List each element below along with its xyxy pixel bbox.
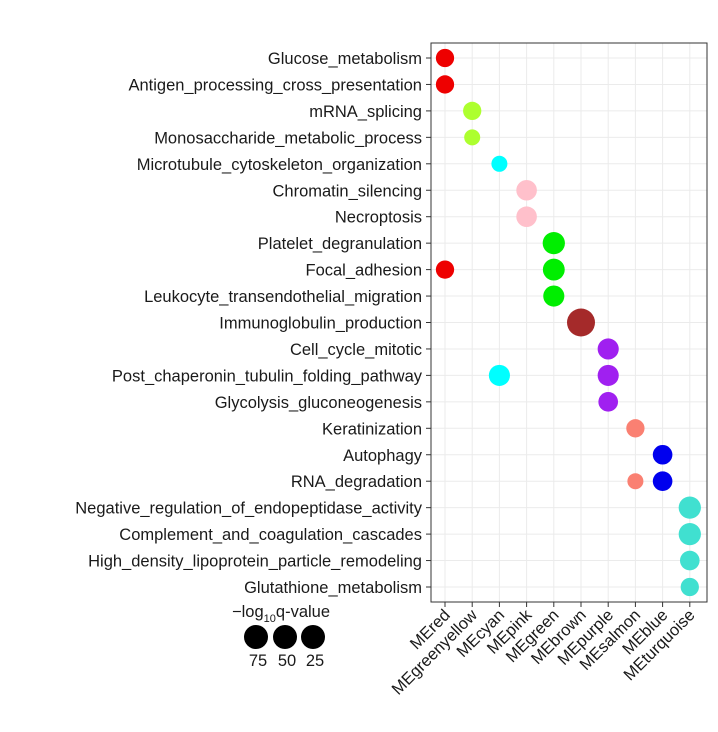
y-tick-label: Leukocyte_transendothelial_migration [144,288,422,306]
data-point [678,496,701,519]
y-tick-label: Glutathione_metabolism [244,579,422,597]
data-point [680,577,699,597]
legend-title: −log10q-value [232,603,330,625]
legend-key [273,625,297,649]
data-point [598,392,619,412]
x-axis: MEredMEgreenyellowMEcyanMEpinkMEgreenMEb… [389,602,699,699]
data-point [679,550,700,571]
data-point [542,232,565,255]
data-point [597,338,619,360]
grid-lines [431,43,707,602]
legend-title-subscript: 10 [264,613,276,625]
data-point [491,155,508,172]
data-point [516,206,537,227]
y-tick-label: Glycolysis_gluconeogenesis [215,394,422,412]
y-tick-label: Autophagy [343,447,423,465]
data-point [516,179,537,201]
y-tick-label: Antigen_processing_cross_presentation [128,76,422,94]
legend-key [244,625,268,649]
data-point [435,75,455,94]
legend-label: 25 [306,652,324,670]
y-axis: Glucose_metabolism Antigen_processing_cro… [75,50,431,597]
data-point [652,471,673,492]
y-tick-label: Cell_cycle_mitotic [290,341,422,359]
y-tick-label: Post_chaperonin_tubulin_folding_pathway [112,367,423,385]
legend-title-prefix: −log [232,603,264,621]
data-point [627,473,644,490]
y-tick-label: Keratinization [322,420,422,438]
data-point [488,364,510,386]
y-tick-label: Negative_regulation_of_endopeptidase_act… [75,500,422,518]
y-tick-label: High_density_lipoprotein_particle_remode… [88,553,422,571]
legend-key [301,625,325,649]
size-legend: −log10q-value 75 50 25 [232,603,330,670]
data-point [597,364,619,386]
legend-label: 50 [278,652,296,670]
legend-title-suffix: q-value [276,603,330,621]
y-tick-label: mRNA_splicing [309,103,422,121]
y-tick-label: Complement_and_coagulation_cascades [119,526,422,544]
data-point [542,258,565,281]
y-tick-label: Necroptosis [335,209,422,227]
y-tick-label: Microtubule_cytoskeleton_organization [137,156,422,174]
data-point [626,419,645,438]
data-point [464,129,481,146]
y-tick-label: Chromatin_silencing [273,182,423,200]
data-point [463,101,482,121]
data-point [652,444,673,465]
data-point [435,48,455,68]
data-point [567,308,595,337]
y-tick-label: Focal_adhesion [306,262,423,280]
y-tick-label: RNA_degradation [291,473,422,491]
y-tick-label: Glucose_metabolism [268,50,422,68]
data-point [435,260,455,279]
legend-label: 75 [249,652,267,670]
data-point [543,285,565,307]
y-tick-label: Immunoglobulin_production [219,315,422,333]
data-points [435,48,701,597]
y-tick-label: Platelet_degranulation [258,235,422,253]
data-point [678,522,701,546]
y-tick-label: Monosaccharide_metabolic_process [154,129,422,147]
